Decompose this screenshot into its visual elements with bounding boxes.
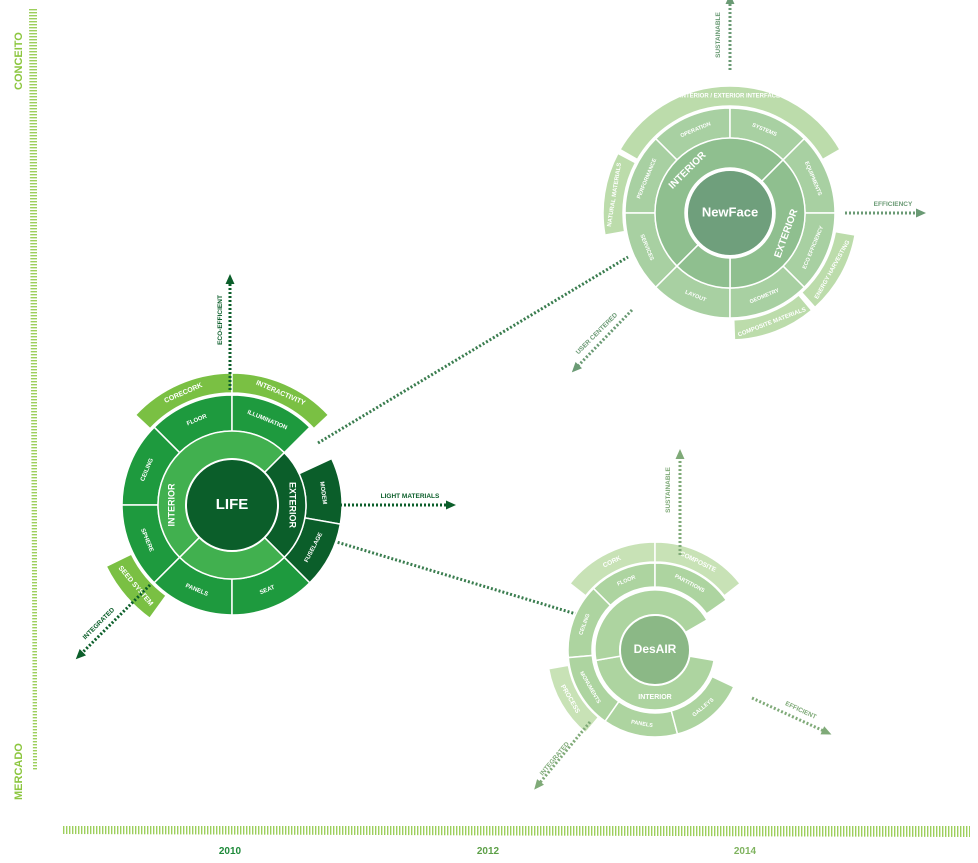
life-arrow-integrated (78, 583, 152, 657)
desair-arrow-integrated-head (534, 779, 544, 790)
newface-arrow-user-centered (574, 308, 634, 370)
desair-seg-panels-label: PANELS (631, 719, 654, 729)
newface-inner-exterior (729, 158, 806, 289)
life-arrow-integrated-head (75, 649, 86, 660)
life-seg-modem-label: MODEM (318, 481, 327, 505)
desair-outer-process (547, 664, 600, 734)
y-axis-bottom-label: MERCADO (13, 743, 25, 800)
newface-center-label: NewFace (702, 204, 758, 219)
newface-inner-interior (654, 137, 785, 268)
newface-outer-interface-label: INTERIOR / EXTERIOR INTERFACE (680, 94, 780, 100)
newface-outer-energy-harvesting (800, 230, 856, 309)
desair-seg-galleys (670, 675, 735, 735)
desair-outer-composite (654, 541, 742, 597)
newface-arrow-user-centered-head (571, 362, 582, 373)
desair-interior-label: INTERIOR (638, 694, 671, 701)
life-arrow-light-materials-label: LIGHT MATERIALS (381, 493, 440, 500)
newface-center-circle (686, 169, 774, 257)
newface-arrow-user-centered-label: USER CENTERED (575, 312, 619, 356)
desair-seg-monuments (567, 654, 620, 723)
desair-seg-partitions (654, 562, 728, 615)
life-arrow-light-materials-head (446, 500, 456, 510)
life-seg-seat-label: SEAT (259, 585, 276, 597)
x-axis-year-2012: 2012 (477, 846, 500, 857)
newface-arrow-sustainable-head (725, 0, 735, 4)
desair-center-circle (619, 614, 691, 686)
desair-arrow-efficient-label: EFFICIENT (784, 700, 817, 721)
newface-outer-composite-materials (732, 293, 813, 341)
desair-seg-panels (604, 700, 679, 738)
life-arrow-eco-efficient-label: ECO-EFFICIENT (217, 295, 224, 345)
x-axis: 2010 2012 2014 (62, 826, 970, 857)
life-arrow-eco-efficient-head (225, 274, 235, 284)
life-center-label: LIFE (216, 496, 249, 513)
life-outer-interactivity (231, 372, 330, 430)
y-axis: CONCEITO MERCADO (13, 8, 37, 800)
connectors (317, 255, 629, 619)
desair-arrow-sustainable-label: SUSTAINABLE (665, 466, 672, 512)
desair-arrow-integrated (536, 721, 592, 786)
desair-arrow-efficient-head (820, 726, 832, 735)
newface-arrow-efficiency-head (916, 208, 926, 218)
desair-arrow-integrated-label: INTEGRATED (539, 741, 571, 778)
desair-arrow-efficient (751, 696, 827, 734)
desair-arrow-sustainable-head (675, 449, 685, 459)
x-axis-year-2014: 2014 (734, 846, 757, 857)
desair-center-label: DesAIR (634, 642, 677, 656)
life-exterior-label: EXTERIOR (288, 482, 298, 529)
newface-arrow-efficiency-label: EFFICIENCY (874, 201, 913, 208)
life-interior-label: INTERIOR (166, 483, 176, 527)
newface-outer-interface (618, 85, 842, 161)
newface-arrow-sustainable-label: SUSTAINABLE (715, 11, 722, 57)
life-center-circle (185, 458, 279, 552)
newface-outer-natural-materials (602, 152, 637, 236)
desair-seg-ceiling (567, 587, 612, 659)
y-axis-top-label: CONCEITO (13, 32, 25, 90)
x-axis-year-2010: 2010 (219, 846, 242, 857)
newface-inner-lower (675, 243, 731, 289)
